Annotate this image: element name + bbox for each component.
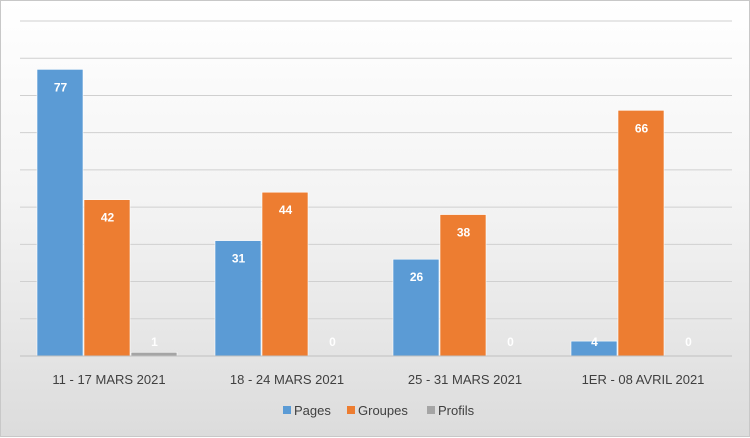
legend-label-pages: Pages bbox=[294, 403, 331, 418]
legend-label-groupes: Groupes bbox=[358, 403, 408, 418]
data-label: 77 bbox=[54, 80, 68, 94]
data-label: 38 bbox=[457, 226, 471, 240]
data-label: 31 bbox=[232, 252, 246, 266]
legend-swatch-profils bbox=[427, 406, 435, 414]
data-label: 4 bbox=[591, 335, 598, 349]
x-tick-label: 18 - 24 MARS 2021 bbox=[230, 372, 344, 387]
x-tick-label: 11 - 17 MARS 2021 bbox=[52, 372, 165, 387]
data-label: 0 bbox=[507, 335, 514, 349]
data-label: 1 bbox=[151, 335, 158, 349]
legend-swatch-groupes bbox=[347, 406, 355, 414]
bar-groupes bbox=[617, 110, 665, 357]
legend-swatch-pages bbox=[283, 406, 291, 414]
x-tick-label: 1ER - 08 AVRIL 2021 bbox=[582, 372, 705, 387]
data-label: 0 bbox=[685, 335, 692, 349]
data-label: 0 bbox=[329, 335, 336, 349]
data-label: 42 bbox=[101, 211, 115, 225]
data-label: 44 bbox=[279, 203, 293, 217]
bar-groupes bbox=[83, 199, 131, 357]
x-tick-label: 25 - 31 MARS 2021 bbox=[408, 372, 522, 387]
data-label: 26 bbox=[410, 270, 424, 284]
legend-label-profils: Profils bbox=[438, 403, 475, 418]
bar-pages bbox=[36, 69, 84, 357]
bar-profils bbox=[130, 351, 178, 357]
data-label: 66 bbox=[635, 121, 649, 135]
